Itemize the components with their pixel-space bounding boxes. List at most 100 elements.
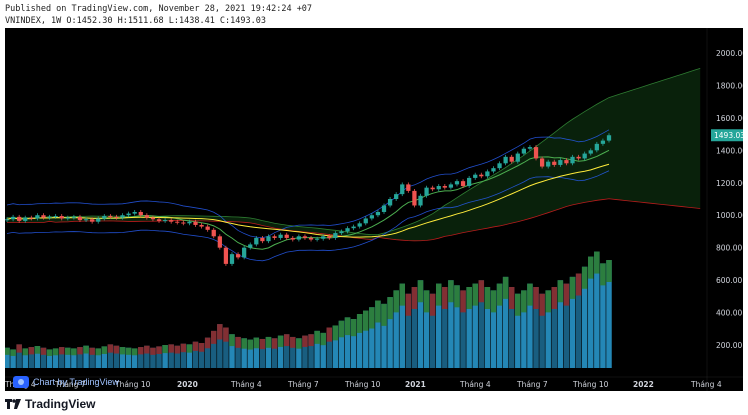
volume-cap	[265, 336, 272, 348]
volume-cap	[545, 290, 551, 313]
volume-cap	[16, 344, 22, 353]
time-tick-label: Tháng 4	[230, 380, 262, 389]
volume-bar	[16, 344, 22, 368]
candle-body	[77, 216, 83, 221]
volume-cap	[34, 346, 41, 354]
candle-body	[381, 205, 387, 212]
volume-cap	[5, 347, 10, 355]
candle-body	[108, 216, 113, 218]
candle-body	[594, 143, 599, 151]
volume-cap	[125, 347, 132, 355]
volume-bar	[229, 334, 235, 368]
price-chart[interactable]: 2000.00 1800.00 1600.00 1400.00 1200.00 1000.…	[5, 28, 743, 391]
volume-cap	[466, 287, 472, 309]
volume-cap	[454, 285, 460, 308]
volume-bar	[235, 336, 241, 368]
chart-watermark[interactable]: Chart by TradingView	[13, 374, 119, 390]
volume-bar	[502, 276, 509, 368]
volume-cap	[563, 283, 570, 306]
volume-bar	[563, 283, 570, 368]
candle-body	[29, 217, 34, 219]
chart-canvas[interactable]: 2000.00 1800.00 1600.00 1400.00 1200.00 1000.…	[5, 28, 743, 391]
candle-body	[59, 216, 64, 219]
volume-cap	[332, 325, 339, 341]
volume-cap	[460, 290, 466, 313]
tradingview-brand[interactable]: TradingView	[5, 397, 95, 411]
volume-bar	[417, 280, 424, 368]
volume-bar	[393, 290, 399, 368]
volume-cap	[217, 324, 223, 340]
volume-bar	[527, 283, 533, 368]
volume-cap	[58, 347, 65, 355]
volume-cap	[186, 344, 193, 353]
candle-body	[260, 237, 265, 242]
price-tick-label: 400.00	[716, 309, 742, 318]
volume-cap	[198, 343, 205, 352]
candle-body	[229, 254, 235, 264]
candle-body	[162, 220, 168, 222]
price-tick-label: 1800.00	[716, 81, 743, 90]
candle-body	[327, 236, 332, 238]
volume-bar	[125, 347, 132, 368]
candle-body	[503, 156, 508, 164]
last-price-badge	[711, 129, 743, 142]
candle-body	[351, 226, 356, 229]
volume-bar	[52, 348, 59, 368]
publish-header: Published on TradingView.com, November 2…	[0, 0, 748, 28]
volume-bar	[211, 330, 217, 368]
volume-cap	[46, 349, 53, 356]
volume-bar	[28, 347, 35, 368]
volume-bar	[399, 283, 405, 368]
volume-cap	[405, 293, 412, 316]
volume-cap	[235, 336, 241, 348]
volume-cap	[533, 287, 539, 309]
price-tick-label: 1400.00	[716, 146, 743, 155]
cloud-line-b	[7, 198, 701, 242]
candle-body	[83, 219, 89, 221]
volume-cap	[101, 346, 108, 354]
volume-cap	[28, 347, 35, 355]
candle-body	[436, 186, 441, 190]
volume-cap	[253, 337, 260, 349]
volume-cap	[478, 280, 485, 303]
candle-body	[582, 153, 587, 159]
volume-bar	[34, 346, 41, 368]
volume-cap	[65, 347, 71, 355]
volume-cap	[302, 335, 308, 347]
volume-cap	[606, 260, 612, 282]
ichimoku-cloud	[7, 67, 701, 242]
candle-body	[521, 148, 526, 154]
tradingview-logo-icon	[13, 376, 29, 388]
candle-body	[254, 237, 259, 245]
tradingview-logo-icon	[5, 399, 21, 409]
volume-bar	[192, 341, 199, 368]
candle-body	[156, 219, 162, 221]
volume-cap	[527, 283, 533, 306]
volume-bar	[369, 307, 375, 368]
volume-bar	[423, 290, 430, 368]
volume-cap	[10, 349, 16, 356]
candle-body	[248, 244, 253, 248]
time-tick-label: Tháng 4	[690, 380, 722, 389]
volume-cap	[223, 327, 229, 342]
volume-bar	[381, 303, 387, 368]
volume-cap	[192, 341, 199, 351]
time-tick-label: Tháng 10	[572, 380, 609, 389]
candle-body	[217, 236, 222, 248]
volume-bar	[569, 276, 576, 368]
volume-bar	[107, 344, 114, 368]
candle-body	[527, 147, 533, 149]
volume-bar	[174, 345, 180, 368]
candle-body	[235, 254, 241, 258]
volume-cap	[40, 347, 47, 355]
candle-body	[418, 195, 423, 206]
cloud-fill	[7, 68, 701, 241]
candle-body	[467, 177, 472, 187]
volume-cap	[581, 266, 588, 289]
volume-bar	[350, 319, 357, 368]
volume-cap	[600, 263, 606, 286]
volume-bar	[186, 344, 193, 368]
volume-bar	[436, 283, 442, 368]
candle-body	[509, 156, 514, 162]
volume-bar	[356, 314, 363, 368]
